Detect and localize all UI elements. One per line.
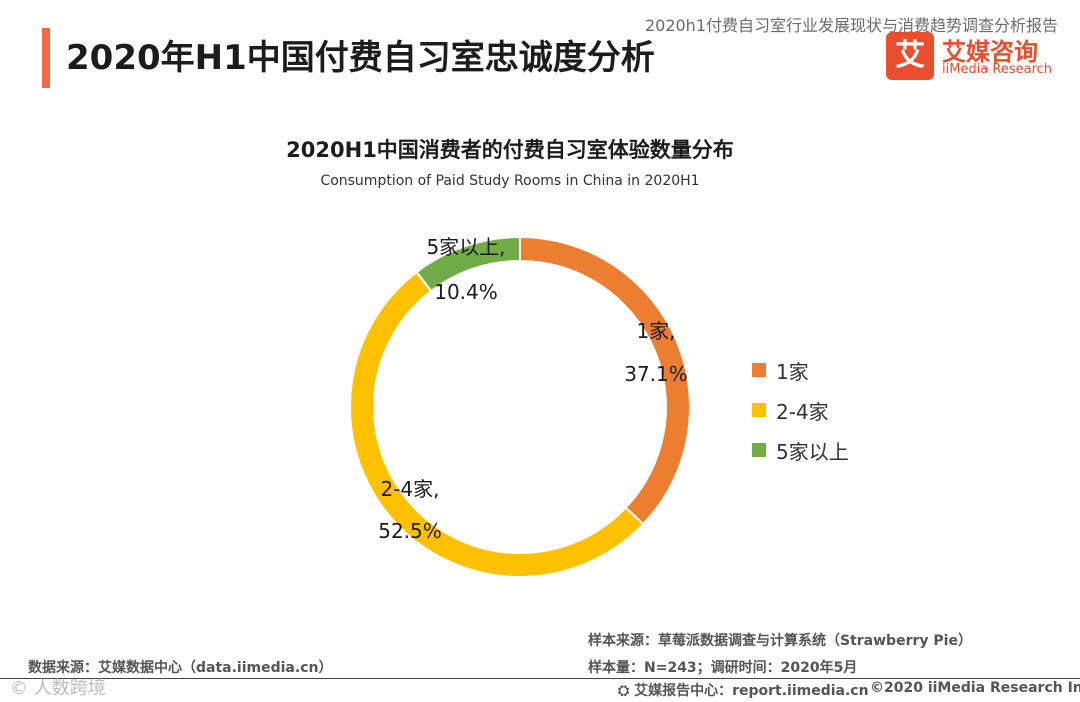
report-center-text: 艾媒报告中心：report.iimedia.cn	[634, 683, 869, 699]
data-label-value-1: 37.1%	[624, 362, 688, 386]
legend-item-3: 5家以上	[752, 430, 849, 470]
watermark: © 人数跨境	[10, 678, 106, 699]
data-source: 数据来源：艾媒数据中心（data.iimedia.cn）	[28, 660, 333, 676]
chart-title: 2020H1中国消费者的付费自习室体验数量分布	[286, 138, 734, 162]
legend-item-1: 1家	[752, 350, 849, 390]
legend-swatch	[752, 443, 766, 457]
legend-item-2: 2-4家	[752, 390, 849, 430]
data-label-name-1: 1家,	[636, 319, 675, 343]
data-label-name-3: 5家以上,	[426, 235, 505, 259]
report-center: ⛭ 艾媒报告中心：report.iimedia.cn	[618, 680, 869, 700]
legend-label: 2-4家	[776, 399, 829, 424]
donut-slice-3	[415, 235, 521, 293]
logo-mark: 艾	[886, 32, 934, 80]
legend-label: 5家以上	[776, 439, 849, 464]
copyright: ©2020 iiMedia Research Inc	[870, 680, 1080, 696]
legend-swatch	[752, 363, 766, 377]
data-label-value-2: 52.5%	[378, 519, 442, 543]
globe-icon: ⛭	[618, 683, 630, 699]
sample-source: 样本来源：草莓派数据调查与计算系统（Strawberry Pie）	[588, 633, 972, 649]
legend-label: 1家	[776, 359, 809, 384]
title-accent-bar	[42, 28, 50, 88]
sample-size: 样本量：N=243；调研时间：2020年5月	[588, 660, 858, 676]
logo-text-cn: 艾媒咨询	[942, 38, 1038, 66]
logo-text-en: iiMedia Research	[942, 62, 1053, 77]
chart-legend: 1家 2-4家 5家以上	[752, 350, 849, 470]
page-title: 2020年H1中国付费自习室忠诚度分析	[66, 38, 655, 78]
report-title: 2020h1付费自习室行业发展现状与消费趋势调查分析报告	[644, 16, 1058, 35]
chart-subtitle: Consumption of Paid Study Rooms in China…	[320, 173, 700, 189]
data-label-name-2: 2-4家,	[380, 477, 439, 501]
footer-divider	[0, 678, 1080, 679]
data-label-value-3: 10.4%	[434, 280, 498, 304]
brand-logo: 艾 艾媒咨询 iiMedia Research	[886, 32, 1058, 80]
legend-swatch	[752, 403, 766, 417]
